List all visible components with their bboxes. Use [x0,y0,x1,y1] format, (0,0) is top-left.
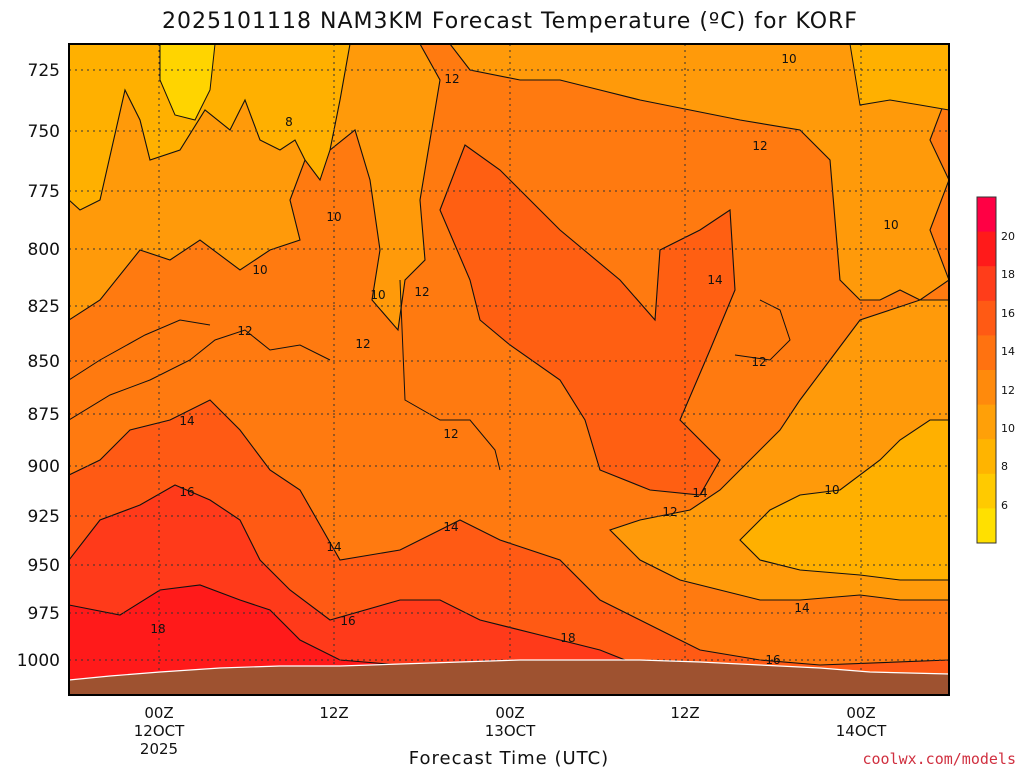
contour-labels: 8 10 10 10 10 10 10 12 12 12 12 12 12 12… [150,52,898,667]
contour-label: 10 [370,288,385,302]
contour-label: 12 [355,337,370,351]
colorbar-label: 20 [1001,230,1015,243]
temperature-band-10-12-right [449,44,949,301]
contour-label: 10 [326,210,341,224]
temperature-band-8-10-lower-right [739,419,949,581]
contour-line-b [69,319,211,381]
colorbar-swatches [977,197,996,544]
contour-label: 10 [252,263,267,277]
colorbar-label: 16 [1001,307,1015,320]
contour-line-d [734,299,791,361]
y-tick-label: 875 [28,405,60,425]
contour-line-c [399,279,501,471]
colorbar-swatch [977,370,996,406]
contour-label: 16 [340,614,355,628]
x-axis-ticks: 00Z 12OCT 2025 12Z 00Z 13OCT 12Z 00Z 14O… [134,704,887,758]
y-tick-label: 800 [28,240,60,260]
y-tick-label: 1000 [17,651,60,671]
grid-lines [69,44,949,695]
contour-label: 14 [692,486,707,500]
contour-label: 12 [443,427,458,441]
x-tick-label: 12Z [319,704,348,722]
colorbar-swatch [977,473,996,509]
y-tick-label: 900 [28,457,60,477]
colorbar-label: 10 [1001,422,1015,435]
contour-label: 14 [326,540,341,554]
y-tick-label: 725 [28,61,60,81]
contour-label: 12 [237,324,252,338]
chart-title: 2025101118 NAM3KM Forecast Temperature (… [162,9,858,34]
contour-label: 12 [752,139,767,153]
temperature-band-6-8 [159,44,216,121]
colorbar-swatch [977,266,996,302]
contour-label: 12 [662,505,677,519]
y-axis-ticks: 725 750 775 800 825 850 875 900 925 950 … [17,61,60,671]
y-tick-label: 850 [28,352,60,372]
y-tick-label: 750 [28,122,60,142]
contour-label: 10 [883,218,898,232]
colorbar-label: 6 [1001,499,1008,512]
contour-line-a [69,329,331,421]
y-tick-label: 925 [28,507,60,527]
x-axis-label: Forecast Time (UTC) [409,748,609,768]
y-tick-label: 775 [28,182,60,202]
credit-text: coolwx.com/models [862,750,1016,768]
terrain-surface [69,659,949,695]
y-tick-label: 825 [28,297,60,317]
colorbar-frame [976,196,997,544]
colorbar-swatch [977,508,996,544]
contour-label: 18 [150,622,165,636]
colorbar-swatch [977,231,996,267]
contour-label: 14 [794,601,809,615]
contour-label: 10 [781,52,796,66]
plot-frame [68,43,950,696]
y-tick-label: 975 [28,604,60,624]
plot-area [69,44,949,695]
contour-label: 16 [765,653,780,667]
contour-label: 14 [707,273,722,287]
contour-label: 10 [824,483,839,497]
colorbar-swatch [977,404,996,440]
x-tick-label: 12Z [670,704,699,722]
x-tick-date: 14OCT [836,722,887,740]
x-tick-date: 12OCT [134,722,185,740]
x-tick-date: 13OCT [485,722,536,740]
colorbar-swatch [977,335,996,371]
contour-label: 12 [751,355,766,369]
x-tick-year: 2025 [140,740,178,758]
contour-label: 18 [560,631,575,645]
colorbar-label: 8 [1001,460,1008,473]
contour-label: 8 [285,115,293,129]
colorbar-swatch [977,439,996,475]
colorbar-label: 12 [1001,384,1015,397]
x-tick-label: 00Z [144,704,173,722]
contour-label: 14 [443,520,458,534]
contour-label: 16 [179,485,194,499]
colorbar-label: 18 [1001,268,1015,281]
colorbar-swatch [977,300,996,336]
contour-label: 12 [444,72,459,86]
contour-label: 12 [414,285,429,299]
temperature-band-14-16-core [439,144,736,496]
colorbar: 20 18 16 14 12 10 8 6 [976,196,1015,544]
temperature-band-8-10 [69,44,351,211]
y-tick-label: 950 [28,556,60,576]
colorbar-swatch [977,197,996,233]
x-tick-label: 00Z [846,704,875,722]
colorbar-label: 14 [1001,345,1015,358]
contour-label: 14 [179,414,194,428]
x-tick-label: 00Z [495,704,524,722]
temperature-band-8-10-right [849,44,949,111]
